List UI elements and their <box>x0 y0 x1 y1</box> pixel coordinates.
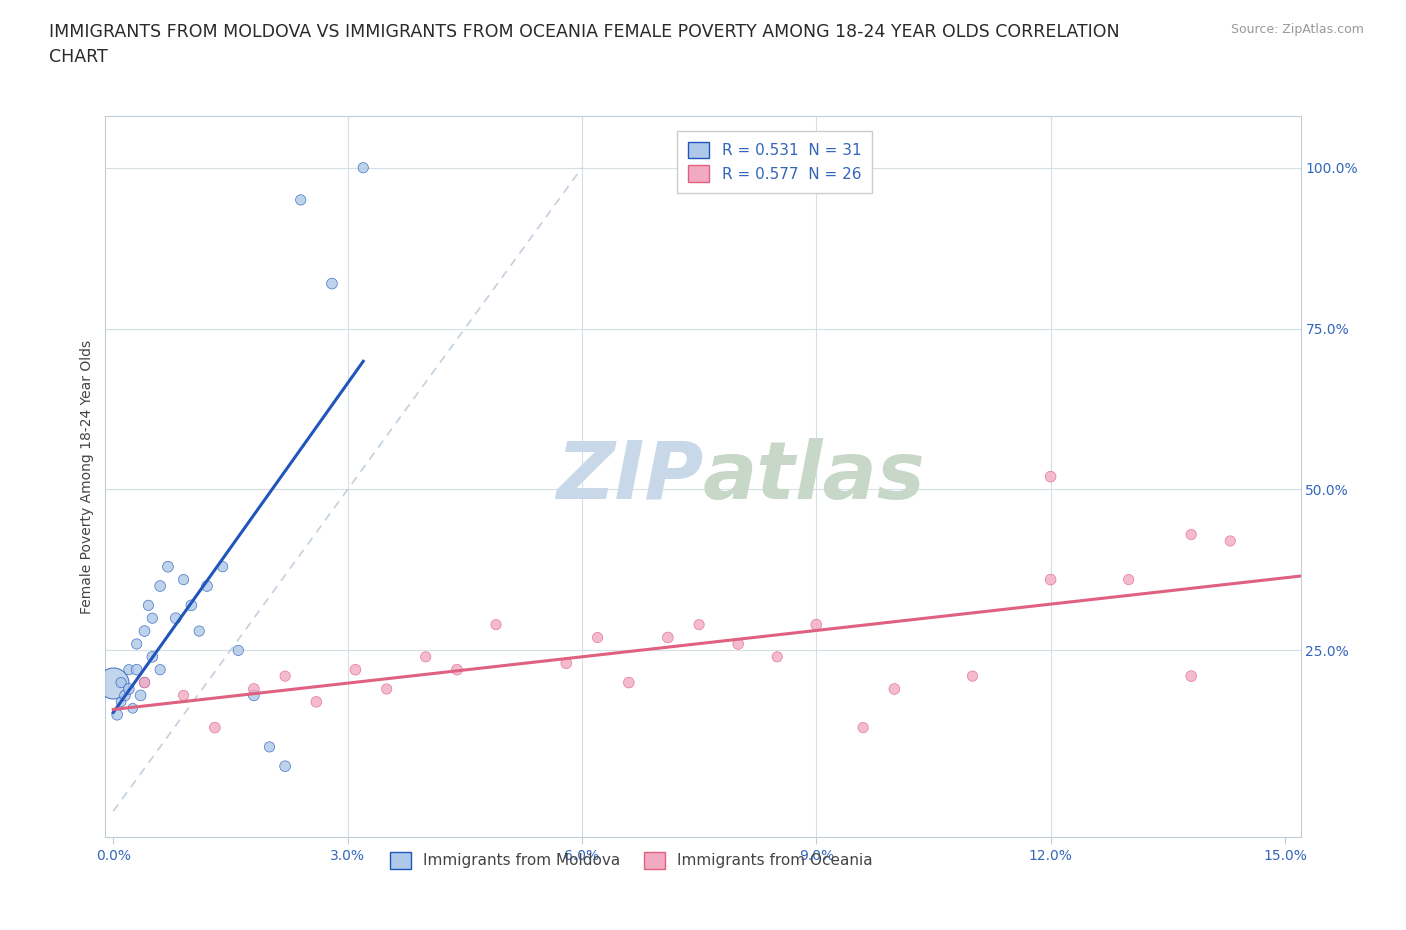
Point <box>1219 534 1241 549</box>
Point <box>555 656 578 671</box>
Text: Source: ZipAtlas.com: Source: ZipAtlas.com <box>1230 23 1364 36</box>
Point <box>375 682 398 697</box>
Point <box>586 630 609 644</box>
Point <box>727 636 749 651</box>
Point <box>134 675 156 690</box>
Point <box>766 649 789 664</box>
Point <box>962 669 984 684</box>
Y-axis label: Female Poverty Among 18-24 Year Olds: Female Poverty Among 18-24 Year Olds <box>80 339 94 614</box>
Point <box>485 618 508 632</box>
Point <box>118 682 141 697</box>
Point <box>125 662 148 677</box>
Text: atlas: atlas <box>703 438 925 515</box>
Point <box>134 675 156 690</box>
Text: IMMIGRANTS FROM MOLDOVA VS IMMIGRANTS FROM OCEANIA FEMALE POVERTY AMONG 18-24 YE: IMMIGRANTS FROM MOLDOVA VS IMMIGRANTS FR… <box>49 23 1119 66</box>
Point <box>141 649 163 664</box>
Legend: Immigrants from Moldova, Immigrants from Oceania: Immigrants from Moldova, Immigrants from… <box>382 844 880 876</box>
Point <box>156 559 179 574</box>
Point <box>617 675 640 690</box>
Point <box>118 662 141 677</box>
Point <box>204 720 226 735</box>
Point <box>852 720 875 735</box>
Point <box>321 276 343 291</box>
Point <box>274 759 297 774</box>
Point <box>446 662 468 677</box>
Point <box>180 598 202 613</box>
Point <box>1180 527 1202 542</box>
Point <box>415 649 437 664</box>
Point <box>243 682 266 697</box>
Point <box>173 572 195 587</box>
Point <box>274 669 297 684</box>
Point <box>226 643 249 658</box>
Point <box>290 193 312 207</box>
Point <box>105 708 128 723</box>
Point <box>173 688 195 703</box>
Point <box>211 559 233 574</box>
Point <box>1039 572 1062 587</box>
Text: ZIP: ZIP <box>555 438 703 515</box>
Point <box>138 598 160 613</box>
Point <box>1039 470 1062 485</box>
Point <box>657 630 679 644</box>
Point <box>1118 572 1140 587</box>
Point <box>125 636 148 651</box>
Point <box>141 611 163 626</box>
Point <box>114 688 136 703</box>
Point <box>352 160 374 175</box>
Point <box>165 611 187 626</box>
Point <box>806 618 828 632</box>
Point <box>149 662 172 677</box>
Point <box>149 578 172 593</box>
Point <box>195 578 218 593</box>
Point <box>121 701 143 716</box>
Point <box>110 695 132 710</box>
Point <box>129 688 152 703</box>
Point <box>883 682 905 697</box>
Point <box>134 624 156 639</box>
Point <box>259 739 281 754</box>
Point <box>103 675 125 690</box>
Point <box>188 624 211 639</box>
Point <box>305 695 328 710</box>
Point <box>110 675 132 690</box>
Point <box>344 662 367 677</box>
Point <box>688 618 710 632</box>
Point <box>1180 669 1202 684</box>
Point <box>243 688 266 703</box>
